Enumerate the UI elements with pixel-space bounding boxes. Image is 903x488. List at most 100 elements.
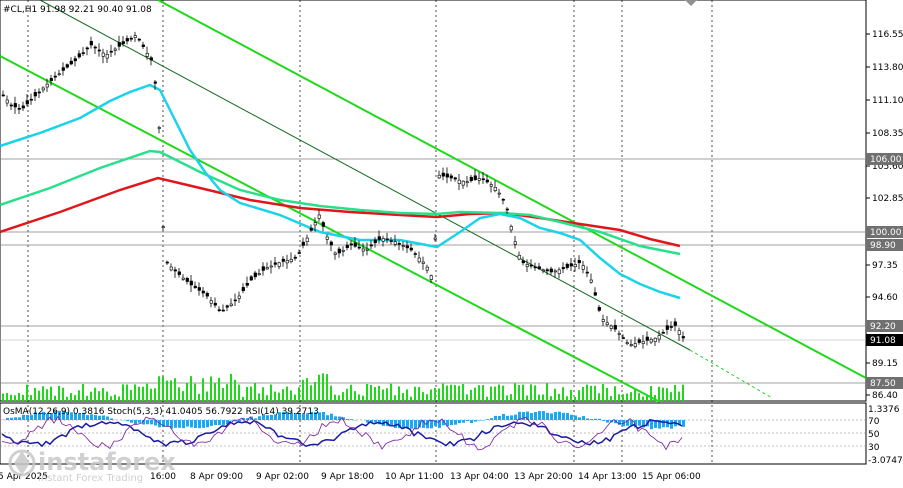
volume-bar: [590, 386, 592, 401]
candle-body: [606, 323, 609, 325]
candle-body: [622, 338, 625, 339]
candle-body: [10, 105, 13, 106]
volume-bar: [98, 391, 100, 401]
osma-bar: [682, 420, 685, 427]
volume-bar: [362, 396, 364, 401]
candle-body: [318, 215, 321, 218]
volume-bar: [114, 395, 116, 401]
candle-body: [386, 239, 389, 240]
candle-body: [18, 108, 21, 109]
volume-bar: [378, 386, 380, 401]
candle-body: [490, 185, 493, 187]
candle-body: [430, 276, 433, 280]
candle-body: [682, 336, 685, 338]
volume-bar: [554, 389, 556, 401]
price-mark-106: 106.00: [870, 155, 902, 165]
osma-bar: [394, 420, 397, 428]
volume-bar: [142, 387, 144, 401]
volume-bar: [534, 385, 536, 401]
candle-body: [470, 177, 473, 180]
volume-bar: [86, 396, 88, 401]
volume-bar: [62, 388, 64, 401]
volume-bar: [346, 389, 348, 401]
time-tick: 9 Apr 02:00: [256, 472, 309, 482]
osma-bar: [534, 412, 537, 420]
osma-bar: [10, 418, 13, 420]
candle-body: [266, 268, 269, 269]
candle-body: [562, 267, 565, 268]
osma-bar: [490, 418, 493, 420]
osma-bar: [602, 420, 605, 421]
candle-body: [614, 325, 617, 329]
candle-body: [306, 238, 309, 242]
candle-body: [390, 241, 393, 242]
volume-bar: [326, 374, 328, 401]
candle-body: [218, 310, 221, 311]
osma-bar: [14, 417, 17, 420]
candle-body: [254, 273, 257, 277]
volume-bar: [66, 397, 68, 401]
volume-bar: [70, 393, 72, 401]
volume-bar: [286, 387, 288, 401]
volume-bar: [178, 387, 180, 401]
candle-body: [382, 239, 385, 242]
candle-body: [570, 264, 573, 266]
volume-bar: [282, 389, 284, 401]
osma-bar: [206, 420, 209, 427]
osma-bar: [330, 414, 333, 420]
volume-bar: [338, 395, 340, 401]
osma-bar: [498, 416, 501, 420]
osma-bar: [530, 413, 533, 420]
volume-bar: [570, 390, 572, 401]
candle-body: [242, 287, 245, 290]
volume-bar: [562, 387, 564, 401]
volume-bar: [138, 387, 140, 401]
candle-body: [406, 246, 409, 248]
volume-bar: [146, 384, 148, 401]
candle-body: [34, 92, 37, 96]
volume-bar: [666, 388, 668, 401]
volume-bar: [542, 394, 544, 401]
price-tick: 86.40: [872, 391, 898, 401]
candle-body: [350, 244, 353, 245]
volume-bar: [606, 388, 608, 401]
osma-bar: [166, 420, 169, 427]
volume-bar: [110, 396, 112, 401]
candle-body: [558, 270, 561, 274]
candle-body: [678, 331, 681, 335]
candle-body: [642, 341, 645, 343]
candle-body: [222, 310, 225, 311]
candle-body: [154, 82, 157, 83]
volume-bar: [454, 385, 456, 401]
volume-bar: [642, 397, 644, 401]
candle-body: [418, 258, 421, 262]
candle-body: [90, 41, 93, 45]
price-tick: 108.35: [872, 129, 903, 139]
candle-body: [282, 259, 285, 261]
indicator-tick-min: -3.0747: [868, 456, 903, 466]
candle-body: [118, 43, 121, 47]
osma-bar: [202, 420, 205, 428]
volume-bar: [602, 384, 604, 401]
main-chart-area[interactable]: [0, 0, 866, 401]
volume-bar: [278, 393, 280, 401]
volume-bar: [394, 395, 396, 401]
volume-bar: [522, 385, 524, 401]
volume-bar: [358, 394, 360, 401]
volume-bar: [150, 389, 152, 401]
volume-bar: [510, 394, 512, 401]
volume-bar: [470, 390, 472, 401]
candle-body: [74, 59, 77, 61]
osma-bar: [502, 414, 505, 420]
volume-bar: [202, 378, 204, 401]
volume-bar: [530, 384, 532, 401]
volume-bar: [322, 373, 324, 401]
candle-body: [142, 45, 145, 47]
volume-bar: [674, 385, 676, 401]
volume-bar: [102, 388, 104, 401]
volume-bar: [38, 391, 40, 401]
volume-bar: [538, 395, 540, 401]
osma-bar: [474, 420, 477, 422]
watermark-brand: instaforex: [38, 448, 176, 476]
